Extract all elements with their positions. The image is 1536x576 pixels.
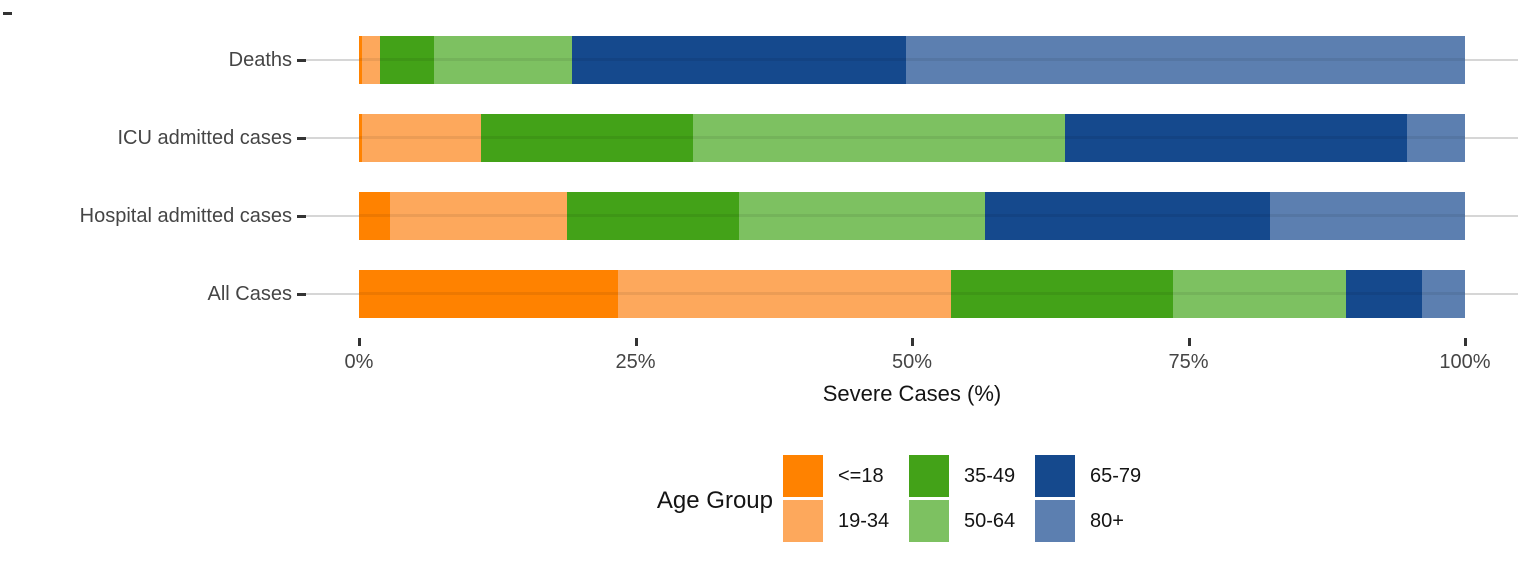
y-axis-tick — [297, 293, 306, 296]
bar-segment — [1345, 270, 1422, 318]
x-tick-label: 50% — [891, 351, 933, 373]
y-axis-tick — [297, 137, 306, 140]
bar-row — [359, 36, 1465, 84]
legend-key — [1035, 455, 1075, 497]
legend-key — [783, 455, 823, 497]
y-axis-tick — [297, 59, 306, 62]
bar-segment — [434, 36, 573, 84]
bar-segment — [566, 192, 740, 240]
bar-segment — [1270, 192, 1465, 240]
bar-segment — [362, 114, 481, 162]
stray-tick-artifact — [3, 12, 12, 15]
legend-key — [1035, 500, 1075, 542]
bar-segment — [1064, 114, 1408, 162]
legend-title: Age Group — [656, 487, 773, 514]
bar-segment — [380, 36, 435, 84]
category-label: All Cases — [207, 283, 292, 305]
legend-label: 65-79 — [1090, 465, 1142, 487]
bar-segment — [906, 36, 1465, 84]
x-tick-label: 25% — [615, 351, 656, 373]
bar-row — [359, 270, 1465, 318]
legend-key — [909, 500, 949, 542]
bar-segment — [692, 114, 1065, 162]
legend-label: <=18 — [838, 465, 884, 487]
bar-segment — [1407, 114, 1465, 162]
bar-segment — [950, 270, 1173, 318]
x-axis-tick — [1464, 338, 1467, 346]
x-axis-tick — [1187, 338, 1191, 346]
bar-segment — [480, 114, 693, 162]
bar-segment — [1172, 270, 1346, 318]
legend-label: 35-49 — [964, 465, 1016, 487]
bar-segment — [1421, 270, 1465, 318]
x-tick-label: 0% — [344, 351, 374, 373]
bar-segment — [359, 270, 618, 318]
bar-segment — [617, 270, 951, 318]
bar-row — [359, 114, 1465, 162]
legend-label: 19-34 — [838, 510, 890, 532]
bar-segment — [359, 192, 390, 240]
x-axis-title: Severe Cases (%) — [822, 381, 1002, 406]
x-axis-tick — [634, 338, 638, 346]
x-axis-tick — [911, 338, 914, 346]
bar-segment — [389, 192, 567, 240]
category-label: Hospital admitted cases — [79, 205, 292, 227]
bar-segment — [572, 36, 907, 84]
legend-label: 80+ — [1090, 510, 1124, 532]
x-tick-label: 100% — [1439, 351, 1491, 373]
legend-key — [909, 455, 949, 497]
bar-segment — [362, 36, 380, 84]
bar-segment — [739, 192, 985, 240]
x-tick-label: 75% — [1168, 351, 1209, 373]
bar-row — [359, 192, 1465, 240]
legend-label: 50-64 — [964, 510, 1016, 532]
legend-key — [783, 500, 823, 542]
bar-segment — [984, 192, 1271, 240]
x-axis-tick — [358, 338, 361, 346]
y-axis-tick — [297, 215, 306, 218]
category-label: Deaths — [228, 49, 292, 71]
category-label: ICU admitted cases — [117, 127, 292, 149]
